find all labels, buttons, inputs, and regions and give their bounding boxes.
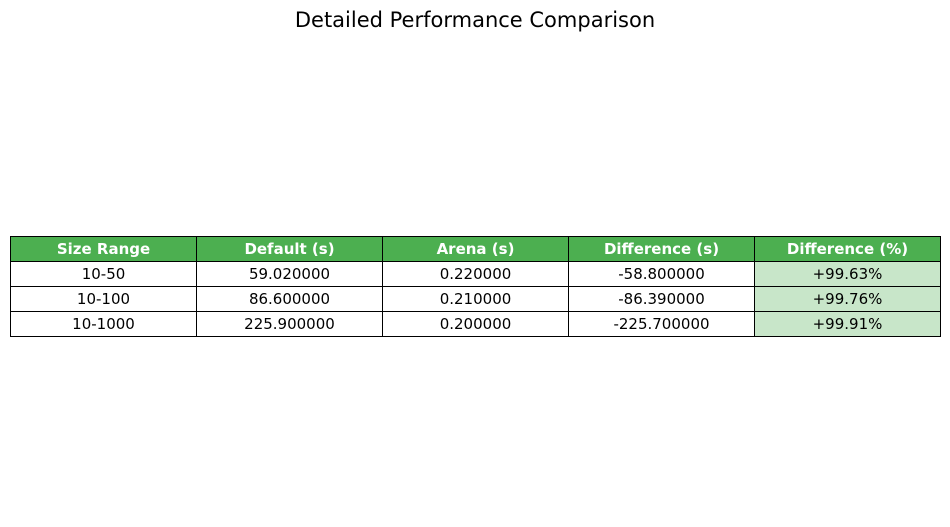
table-row: 10-1000 225.900000 0.200000 -225.700000 …	[10, 311, 941, 337]
cell-default: 59.020000	[196, 261, 383, 287]
cell-arena: 0.220000	[382, 261, 569, 287]
table-row: 10-100 86.600000 0.210000 -86.390000 +99…	[10, 286, 941, 312]
cell-size-range: 10-1000	[10, 311, 197, 337]
performance-table: Size Range Default (s) Arena (s) Differe…	[10, 236, 941, 337]
cell-difference-percent: +99.63%	[754, 261, 941, 287]
chart-title: Detailed Performance Comparison	[294, 8, 656, 32]
header-arena: Arena (s)	[382, 236, 569, 262]
cell-difference-seconds: -86.390000	[568, 286, 755, 312]
cell-difference-seconds: -225.700000	[568, 311, 755, 337]
cell-difference-seconds: -58.800000	[568, 261, 755, 287]
cell-size-range: 10-100	[10, 286, 197, 312]
cell-arena: 0.210000	[382, 286, 569, 312]
header-difference-seconds: Difference (s)	[568, 236, 755, 262]
cell-arena: 0.200000	[382, 311, 569, 337]
header-default: Default (s)	[196, 236, 383, 262]
cell-difference-percent: +99.76%	[754, 286, 941, 312]
cell-default: 225.900000	[196, 311, 383, 337]
cell-size-range: 10-50	[10, 261, 197, 287]
table-header-row: Size Range Default (s) Arena (s) Differe…	[10, 236, 941, 262]
header-size-range: Size Range	[10, 236, 197, 262]
table-row: 10-50 59.020000 0.220000 -58.800000 +99.…	[10, 261, 941, 287]
cell-default: 86.600000	[196, 286, 383, 312]
header-difference-percent: Difference (%)	[754, 236, 941, 262]
cell-difference-percent: +99.91%	[754, 311, 941, 337]
